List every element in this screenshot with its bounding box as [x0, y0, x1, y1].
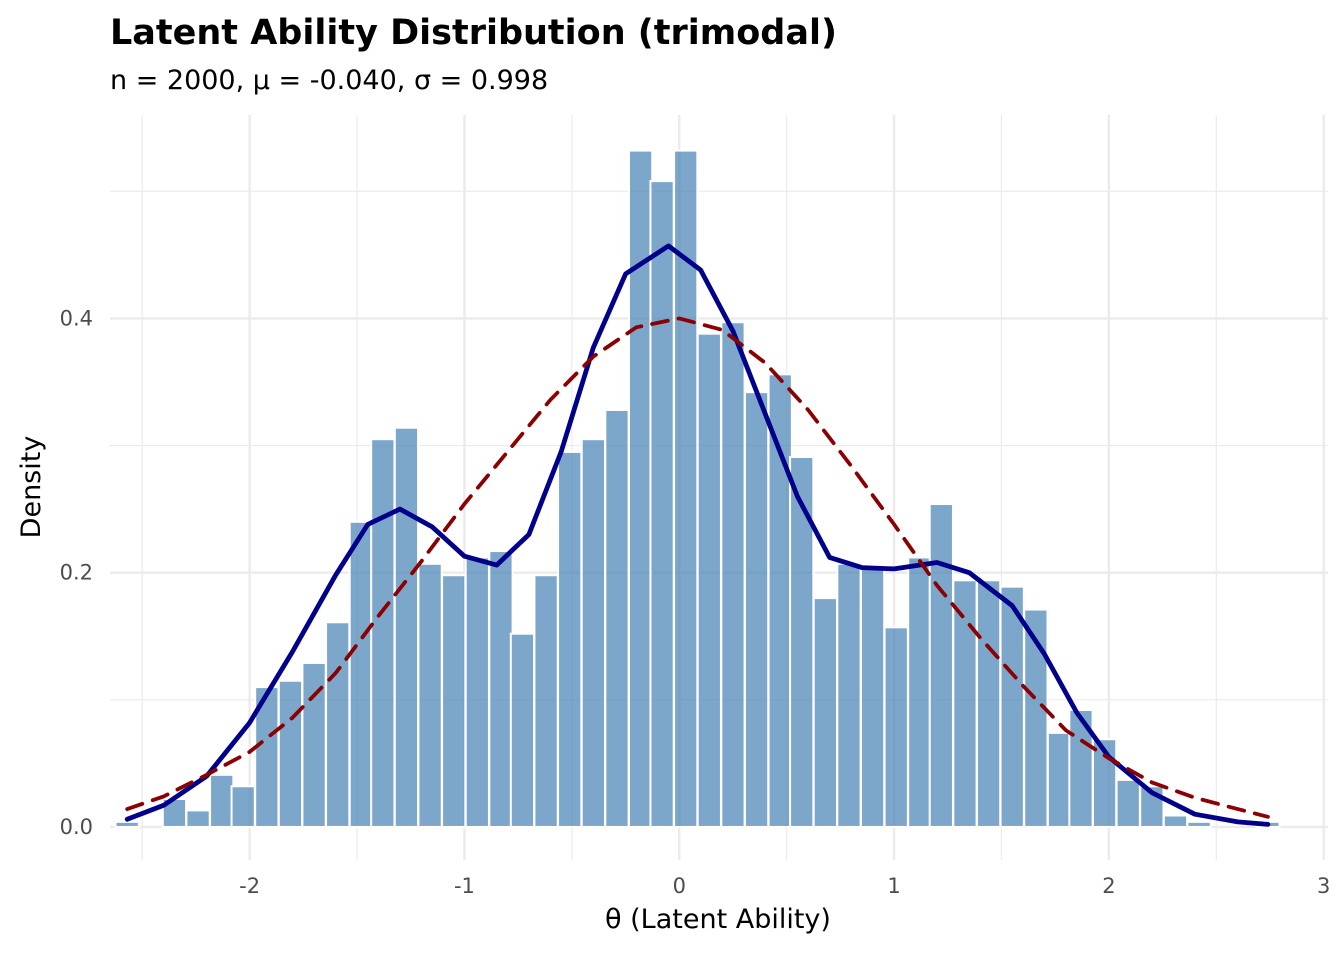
histogram-bar	[509, 632, 536, 828]
y-axis-ticks: 0.0 0.2 0.4	[60, 306, 93, 839]
histogram-bar	[580, 438, 606, 828]
x-tick-label: 2	[1102, 874, 1115, 898]
y-tick-label: 0.4	[60, 306, 93, 330]
histogram-bar	[114, 820, 140, 828]
histogram-bar	[975, 579, 1002, 828]
normal-density-curve	[125, 316, 1270, 819]
histogram-bar	[952, 579, 978, 828]
histogram-bar	[767, 373, 793, 828]
y-tick-label: 0.0	[60, 815, 93, 839]
histogram-bar	[836, 562, 862, 828]
histogram-bar	[230, 785, 256, 828]
histogram-bar	[604, 408, 630, 828]
histogram-bar	[649, 180, 675, 828]
histogram-bar	[1162, 814, 1189, 828]
histogram-bar	[417, 562, 443, 828]
histogram-bar	[812, 597, 838, 828]
histogram-bar	[883, 626, 909, 828]
histogram-bar	[348, 520, 374, 828]
x-tick-label: 1	[887, 874, 900, 898]
histogram-bar	[209, 773, 235, 828]
x-tick-label: -2	[239, 874, 260, 898]
x-tick-label: -1	[454, 874, 475, 898]
histogram-bar	[928, 503, 954, 828]
chart-title: Latent Ability Distribution (trimodal)	[110, 13, 837, 53]
kernel-density-curve	[124, 243, 1271, 827]
density-curves	[124, 243, 1271, 827]
histogram-bar	[627, 149, 654, 828]
histogram-bar	[325, 621, 351, 828]
histogram-bar	[789, 455, 815, 828]
histogram-bar	[859, 567, 886, 828]
histogram-bar	[1115, 778, 1141, 828]
histogram-bar	[277, 679, 304, 828]
histogram-bar	[557, 450, 583, 828]
x-tick-label: 0	[673, 874, 686, 898]
x-tick-label: 3	[1317, 874, 1330, 898]
histogram-bar	[907, 556, 933, 828]
histogram-bar	[1046, 731, 1073, 828]
histogram-bar	[393, 426, 420, 828]
histogram-bar	[696, 332, 722, 828]
y-axis-title: Density	[16, 436, 47, 539]
y-tick-label: 0.2	[60, 561, 93, 585]
chart-subtitle: n = 2000, μ = -0.040, σ = 0.998	[110, 65, 548, 96]
histogram-bars	[114, 149, 1281, 828]
x-axis-title: θ (Latent Ability)	[605, 904, 831, 935]
histogram-bar	[720, 321, 746, 828]
histogram-bar	[999, 585, 1025, 828]
histogram-bar	[533, 574, 559, 828]
histogram-bar	[185, 809, 211, 828]
histogram-bar	[370, 438, 396, 828]
histogram-bar	[1186, 820, 1212, 828]
histogram-bar	[464, 556, 490, 828]
histogram-bar	[488, 550, 514, 828]
histogram-bar	[743, 391, 770, 828]
x-axis-ticks: -2 -1 0 1 2 3	[239, 874, 1330, 898]
histogram-bar	[1023, 608, 1049, 828]
histogram-bar	[441, 574, 467, 828]
